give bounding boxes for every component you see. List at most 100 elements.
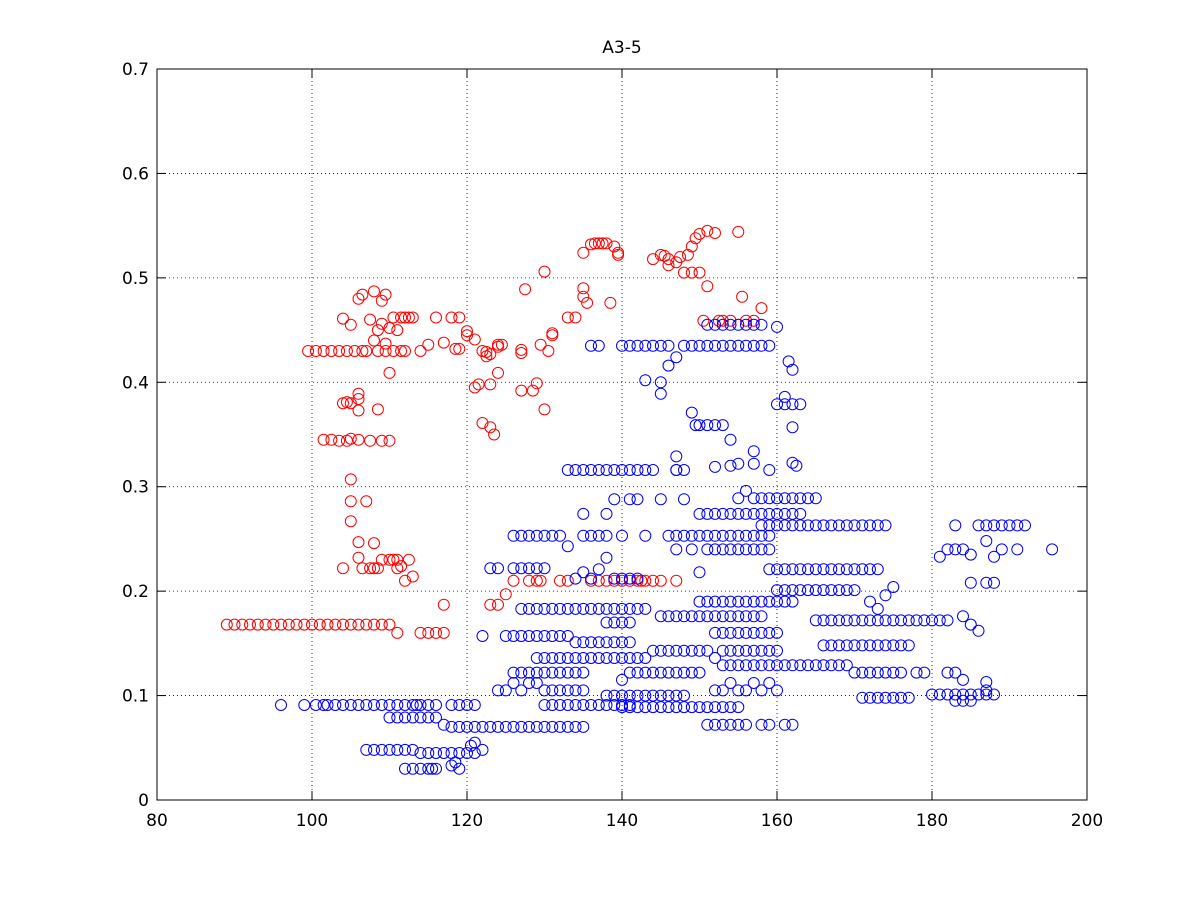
data-point — [337, 312, 349, 325]
data-point — [554, 652, 566, 664]
data-point — [639, 339, 652, 352]
data-point — [437, 336, 450, 349]
data-point — [709, 684, 721, 697]
data-point — [833, 614, 845, 627]
data-point — [685, 543, 698, 556]
data-point — [406, 762, 419, 775]
data-point — [515, 684, 528, 697]
data-point — [569, 684, 582, 697]
data-point — [352, 536, 365, 549]
data-point — [654, 644, 667, 657]
data-point — [534, 338, 547, 351]
data-point — [740, 314, 752, 327]
data-point — [538, 630, 551, 642]
data-point — [623, 572, 636, 585]
data-point — [445, 759, 458, 772]
data-point — [747, 339, 760, 352]
data-point — [608, 602, 621, 615]
data-point — [414, 345, 427, 357]
data-point — [864, 639, 876, 652]
data-point — [383, 711, 396, 724]
data-point — [344, 318, 357, 331]
data-point — [515, 630, 528, 642]
data-point — [740, 626, 752, 639]
data-point — [546, 529, 559, 542]
data-point — [716, 684, 729, 697]
data-point — [430, 626, 442, 639]
data-point — [600, 507, 613, 520]
data-point — [515, 602, 528, 615]
data-point — [368, 618, 380, 631]
data-point — [515, 347, 528, 359]
data-point — [546, 329, 559, 342]
data-point — [476, 630, 489, 642]
data-point — [840, 639, 853, 652]
data-point — [771, 563, 783, 576]
data-point — [716, 701, 729, 714]
data-point — [988, 519, 1000, 532]
data-point — [515, 529, 528, 542]
data-point — [530, 377, 543, 390]
data-point — [709, 227, 721, 239]
data-point — [530, 602, 543, 615]
data-point — [716, 659, 729, 672]
data-point — [228, 618, 241, 631]
data-point — [414, 699, 427, 711]
data-point — [988, 550, 1000, 563]
data-point — [499, 684, 512, 697]
data-point — [693, 266, 706, 279]
data-point — [577, 282, 590, 295]
data-point — [941, 666, 954, 679]
data-point — [468, 699, 481, 711]
x-tick-label: 200 — [1071, 811, 1103, 831]
data-point — [995, 519, 1008, 532]
data-point — [786, 718, 799, 731]
data-point — [763, 677, 776, 689]
data-point — [352, 433, 365, 446]
data-point — [740, 684, 752, 697]
data-point — [530, 630, 543, 642]
data-point — [685, 406, 698, 419]
data-point — [406, 570, 419, 583]
data-point — [352, 618, 365, 631]
data-point — [538, 265, 551, 278]
data-point — [833, 659, 845, 672]
data-point — [647, 701, 659, 714]
data-point — [616, 464, 628, 476]
data-point — [747, 626, 760, 639]
data-point — [530, 574, 543, 587]
data-point — [406, 711, 419, 724]
data-point — [709, 610, 721, 623]
data-point — [755, 543, 768, 556]
data-point — [732, 457, 745, 470]
y-axis-tick-labels: 0 0.1 0.2 0.3 0.4 0.5 0.6 0.7 — [122, 60, 149, 811]
data-point — [647, 253, 659, 266]
data-point — [399, 762, 411, 775]
data-point — [616, 673, 628, 686]
data-point — [732, 718, 745, 731]
data-point — [1011, 543, 1024, 556]
data-point — [716, 419, 729, 432]
x-axis-tick-labels: 80 100 120 140 160 180 200 — [146, 811, 1103, 831]
data-point — [771, 519, 783, 532]
data-point — [887, 639, 900, 652]
data-point — [364, 434, 377, 447]
data-point — [662, 666, 675, 679]
data-point — [344, 432, 357, 445]
data-point — [670, 529, 683, 542]
data-point — [709, 543, 721, 556]
data-point — [871, 602, 884, 615]
data-point — [360, 345, 373, 357]
data-point — [585, 699, 597, 711]
data-point — [402, 311, 415, 324]
data-point — [864, 563, 876, 576]
data-point — [817, 659, 830, 672]
data-point — [337, 618, 349, 631]
data-point — [379, 337, 392, 350]
data-point — [902, 614, 915, 627]
data-point — [701, 280, 714, 293]
data-point — [631, 464, 644, 476]
data-point — [654, 666, 667, 679]
data-point — [701, 610, 714, 623]
data-point — [740, 659, 752, 672]
